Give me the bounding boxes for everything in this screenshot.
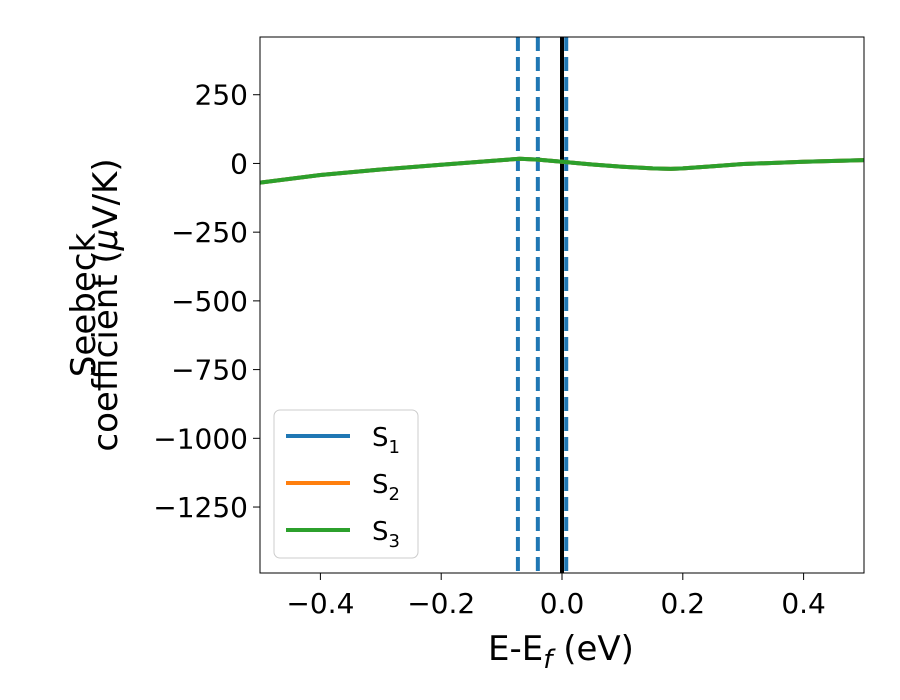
y-tick-label: 0 bbox=[230, 147, 248, 180]
legend-label-s1: S1 bbox=[372, 423, 400, 458]
legend: S1 S2 S3 bbox=[273, 409, 419, 559]
y-tick-label: −750 bbox=[171, 354, 248, 387]
plot-area bbox=[260, 37, 864, 573]
y-tick-label: −1000 bbox=[153, 422, 248, 455]
y-tick-label: 250 bbox=[195, 79, 248, 112]
y-axis-label-line2: coefficient (μV/K) bbox=[86, 158, 126, 451]
x-tick-label: 0.0 bbox=[540, 587, 585, 620]
x-tick-label: −0.4 bbox=[286, 587, 354, 620]
x-tick-label: 0.2 bbox=[661, 587, 706, 620]
y-tick-label: −250 bbox=[171, 216, 248, 249]
y-tick-label: −1250 bbox=[153, 491, 248, 524]
x-axis-label: E-Ef (eV) bbox=[488, 629, 634, 675]
x-axis: −0.4 −0.2 0.0 0.2 0.4 bbox=[286, 573, 826, 620]
y-axis: 250 0 −250 −500 −750 −1000 −1250 bbox=[153, 79, 260, 524]
legend-label-s3: S3 bbox=[372, 517, 400, 552]
y-tick-label: −500 bbox=[171, 285, 248, 318]
y-axis-label-line1: Seebeck bbox=[64, 233, 104, 378]
x-tick-label: 0.4 bbox=[781, 587, 826, 620]
series-line-s3 bbox=[260, 156, 864, 185]
x-tick-label: −0.2 bbox=[407, 587, 475, 620]
y-axis-label: Seebeck coefficient (μV/K) bbox=[64, 158, 126, 451]
legend-label-s2: S2 bbox=[372, 470, 400, 505]
